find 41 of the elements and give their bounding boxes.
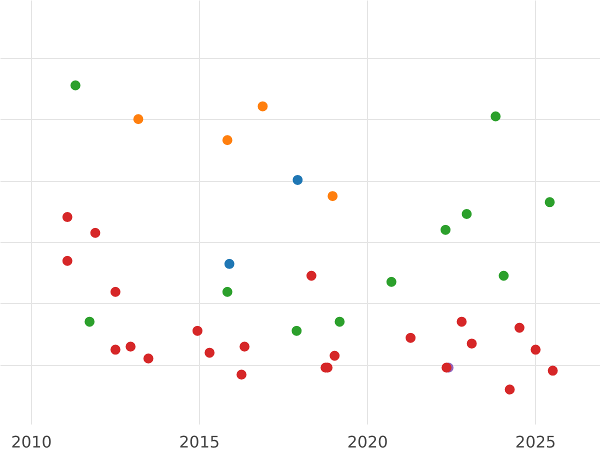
point	[328, 191, 338, 202]
point	[110, 286, 120, 297]
point	[330, 350, 340, 361]
point	[504, 384, 515, 395]
point	[143, 354, 154, 364]
point	[514, 322, 524, 333]
point	[222, 286, 232, 297]
x-tick-label: 2020	[347, 432, 388, 450]
x-tick-label: 2010	[11, 432, 52, 450]
point	[90, 228, 100, 238]
point	[258, 101, 268, 112]
point	[440, 224, 451, 235]
point	[240, 342, 250, 352]
point	[126, 342, 136, 352]
point	[466, 338, 477, 349]
point	[530, 344, 541, 355]
point	[386, 276, 396, 287]
point	[544, 197, 555, 208]
point	[70, 80, 80, 90]
point	[334, 316, 345, 327]
point	[84, 316, 95, 327]
point	[62, 212, 72, 222]
x-tick-label: 2025	[515, 432, 556, 450]
point	[222, 135, 232, 146]
point	[236, 370, 247, 380]
point	[192, 326, 202, 336]
point	[548, 366, 558, 376]
point	[490, 111, 501, 122]
x-tick-label: 2015	[179, 432, 220, 450]
point	[306, 270, 316, 281]
point	[456, 316, 467, 327]
point	[406, 332, 416, 343]
point	[204, 348, 215, 358]
point	[62, 256, 72, 266]
point	[133, 114, 144, 124]
point	[224, 258, 234, 269]
point	[110, 344, 120, 355]
point	[498, 270, 509, 281]
point	[292, 174, 303, 185]
point	[462, 209, 472, 220]
point	[292, 326, 302, 336]
